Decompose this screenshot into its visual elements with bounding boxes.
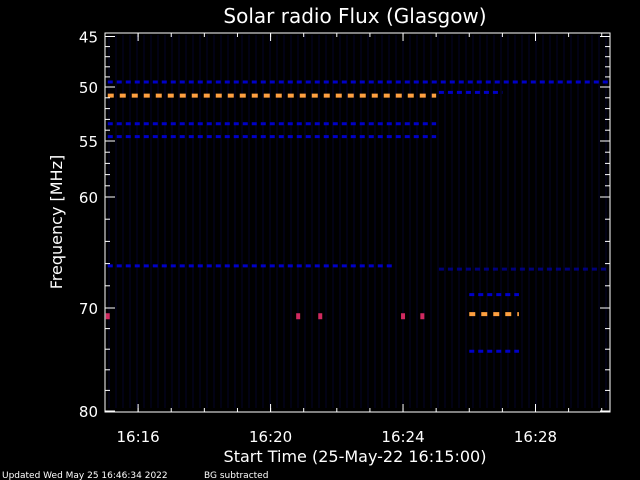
emission-spot <box>420 313 425 320</box>
emission-spot <box>105 313 110 320</box>
y-tick-label: 55 <box>79 133 98 151</box>
updated-timestamp: Updated Wed May 25 16:46:34 2022 <box>2 471 168 480</box>
x-tick-label: 16:20 <box>249 428 292 446</box>
y-tick-label: 60 <box>79 189 98 207</box>
emission-spot <box>401 313 406 320</box>
y-tick-label: 80 <box>79 403 98 421</box>
emission-spot <box>296 313 301 320</box>
x-axis-label: Start Time (25-May-22 16:15:00) <box>224 447 487 466</box>
x-axis: 16:16 16:20 16:24 16:28 <box>116 33 603 446</box>
plot-frame <box>104 32 611 413</box>
bg-subtracted-note: BG subtracted <box>204 471 268 480</box>
y-tick-label: 70 <box>79 300 98 318</box>
x-tick-label: 16:16 <box>116 428 159 446</box>
y-tick-label: 50 <box>79 79 98 97</box>
emission-spot <box>318 313 323 320</box>
y-axis-label: Frequency [MHz] <box>47 155 66 289</box>
x-tick-label: 16:24 <box>381 428 424 446</box>
y-axis: 45 50 55 60 70 80 <box>79 29 610 421</box>
x-tick-label: 16:28 <box>514 428 557 446</box>
plot-area <box>105 35 610 408</box>
y-tick-label: 45 <box>79 29 98 47</box>
chart-title: Solar radio Flux (Glasgow) <box>223 4 486 28</box>
